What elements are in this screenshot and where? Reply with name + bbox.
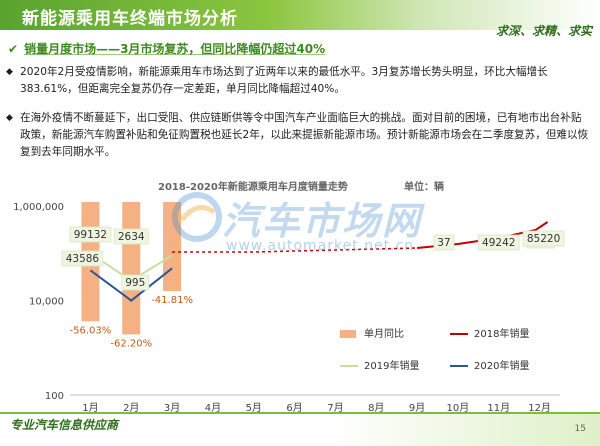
bar-yoy (163, 202, 182, 291)
x-tick-label: 11月 (487, 402, 510, 412)
footer-text: 专业汽车信息供应商 (10, 418, 119, 432)
x-tick-label: 2月 (123, 402, 139, 412)
line-data-label: 49242 (482, 237, 515, 249)
watermark-logo-icon (172, 192, 222, 242)
diamond-bullet-icon: ◆ (6, 113, 13, 123)
line-2020 (89, 267, 173, 302)
title-bar (0, 0, 600, 30)
data-label-box (69, 226, 112, 243)
data-label-box (477, 234, 520, 251)
data-label-box (61, 250, 104, 267)
line-data-label: 85220 (527, 233, 560, 245)
legend-label: 单月同比 (364, 328, 404, 340)
x-tick-label: 4月 (205, 402, 221, 412)
bullet-text: 在海外疫情不断蔓延下，出口受阻、供应链断供等令中国汽车产业面临巨大的挑战。面对目… (20, 112, 589, 158)
chart-unit: 单位：辆 (404, 182, 444, 193)
watermark-url: www.automarket.net.cn (226, 238, 415, 254)
data-label-box (121, 274, 150, 291)
line-data-label: 2634 (118, 231, 145, 243)
page-title: 新能源乘用车终端市场分析 (22, 9, 238, 29)
bar-data-label: -62.20% (110, 338, 152, 349)
x-tick-label: 5月 (246, 402, 262, 412)
page-number: 15 (574, 424, 586, 434)
x-tick-label: 9月 (409, 402, 425, 412)
x-tick-label: 8月 (368, 402, 384, 412)
x-tick-label: 7月 (327, 402, 343, 412)
chart-title: 2018-2020年新能源乘用车月度销量走势 (158, 182, 348, 193)
x-tick-label: 12月 (528, 402, 551, 412)
line-data-label: 43586 (66, 253, 100, 265)
diamond-bullet-icon: ◆ (6, 67, 13, 77)
footer-bar (0, 412, 600, 446)
y-tick-label: 100 (45, 391, 64, 402)
y-tick-label: 1,000,000 (13, 202, 64, 213)
bar-data-label: -41.81% (151, 295, 193, 306)
legend-swatch (340, 330, 356, 338)
subtitle-text: 销量月度市场——3月市场复苏，但同比降幅仍超过40% (24, 42, 326, 56)
section-subtitle: ✔ 销量月度市场——3月市场复苏，但同比降幅仍超过40% (8, 40, 325, 57)
bullet-text: 2020年2月受疫情影响，新能源乘用车市场达到了近两年以来的最低水平。3月复苏增… (20, 66, 548, 95)
data-label-box (113, 228, 149, 245)
bar-data-label: -56.03% (70, 325, 112, 336)
line-data-label: 995 (125, 277, 145, 289)
line-data-label: 99132 (74, 229, 107, 241)
y-tick-label: 10,000 (29, 297, 64, 308)
x-tick-label: 6月 (286, 402, 302, 412)
x-tick-label: 3月 (164, 402, 180, 412)
legend-label: 2020年销量 (474, 359, 529, 372)
bullet-item: ◆ 在海外疫情不断蔓延下，出口受阻、供应链断供等令中国汽车产业面临巨大的挑战。面… (6, 110, 591, 161)
x-tick-label: 1月 (82, 402, 98, 412)
sales-chart: 1,000,000 10,000 100 -56.03% -62.20% -41.81% 9… (13, 202, 565, 412)
legend-label: 2018年销量 (474, 327, 529, 340)
check-icon: ✔ (8, 42, 19, 56)
data-label-box (522, 230, 565, 247)
bullet-item: ◆ 2020年2月受疫情影响，新能源乘用车市场达到了近两年以来的最低水平。3月复… (6, 64, 591, 98)
legend-label: 2019年销量 (364, 359, 419, 372)
data-label-box (433, 234, 455, 251)
line-2018-dashed (172, 247, 418, 253)
watermark-text: 汽车市场网 (222, 199, 423, 243)
line-data-label: 37 (437, 237, 450, 249)
slogan: 求深、求精、求实 (495, 24, 592, 38)
x-tick-label: 10月 (447, 402, 470, 412)
bar-yoy (122, 202, 141, 335)
